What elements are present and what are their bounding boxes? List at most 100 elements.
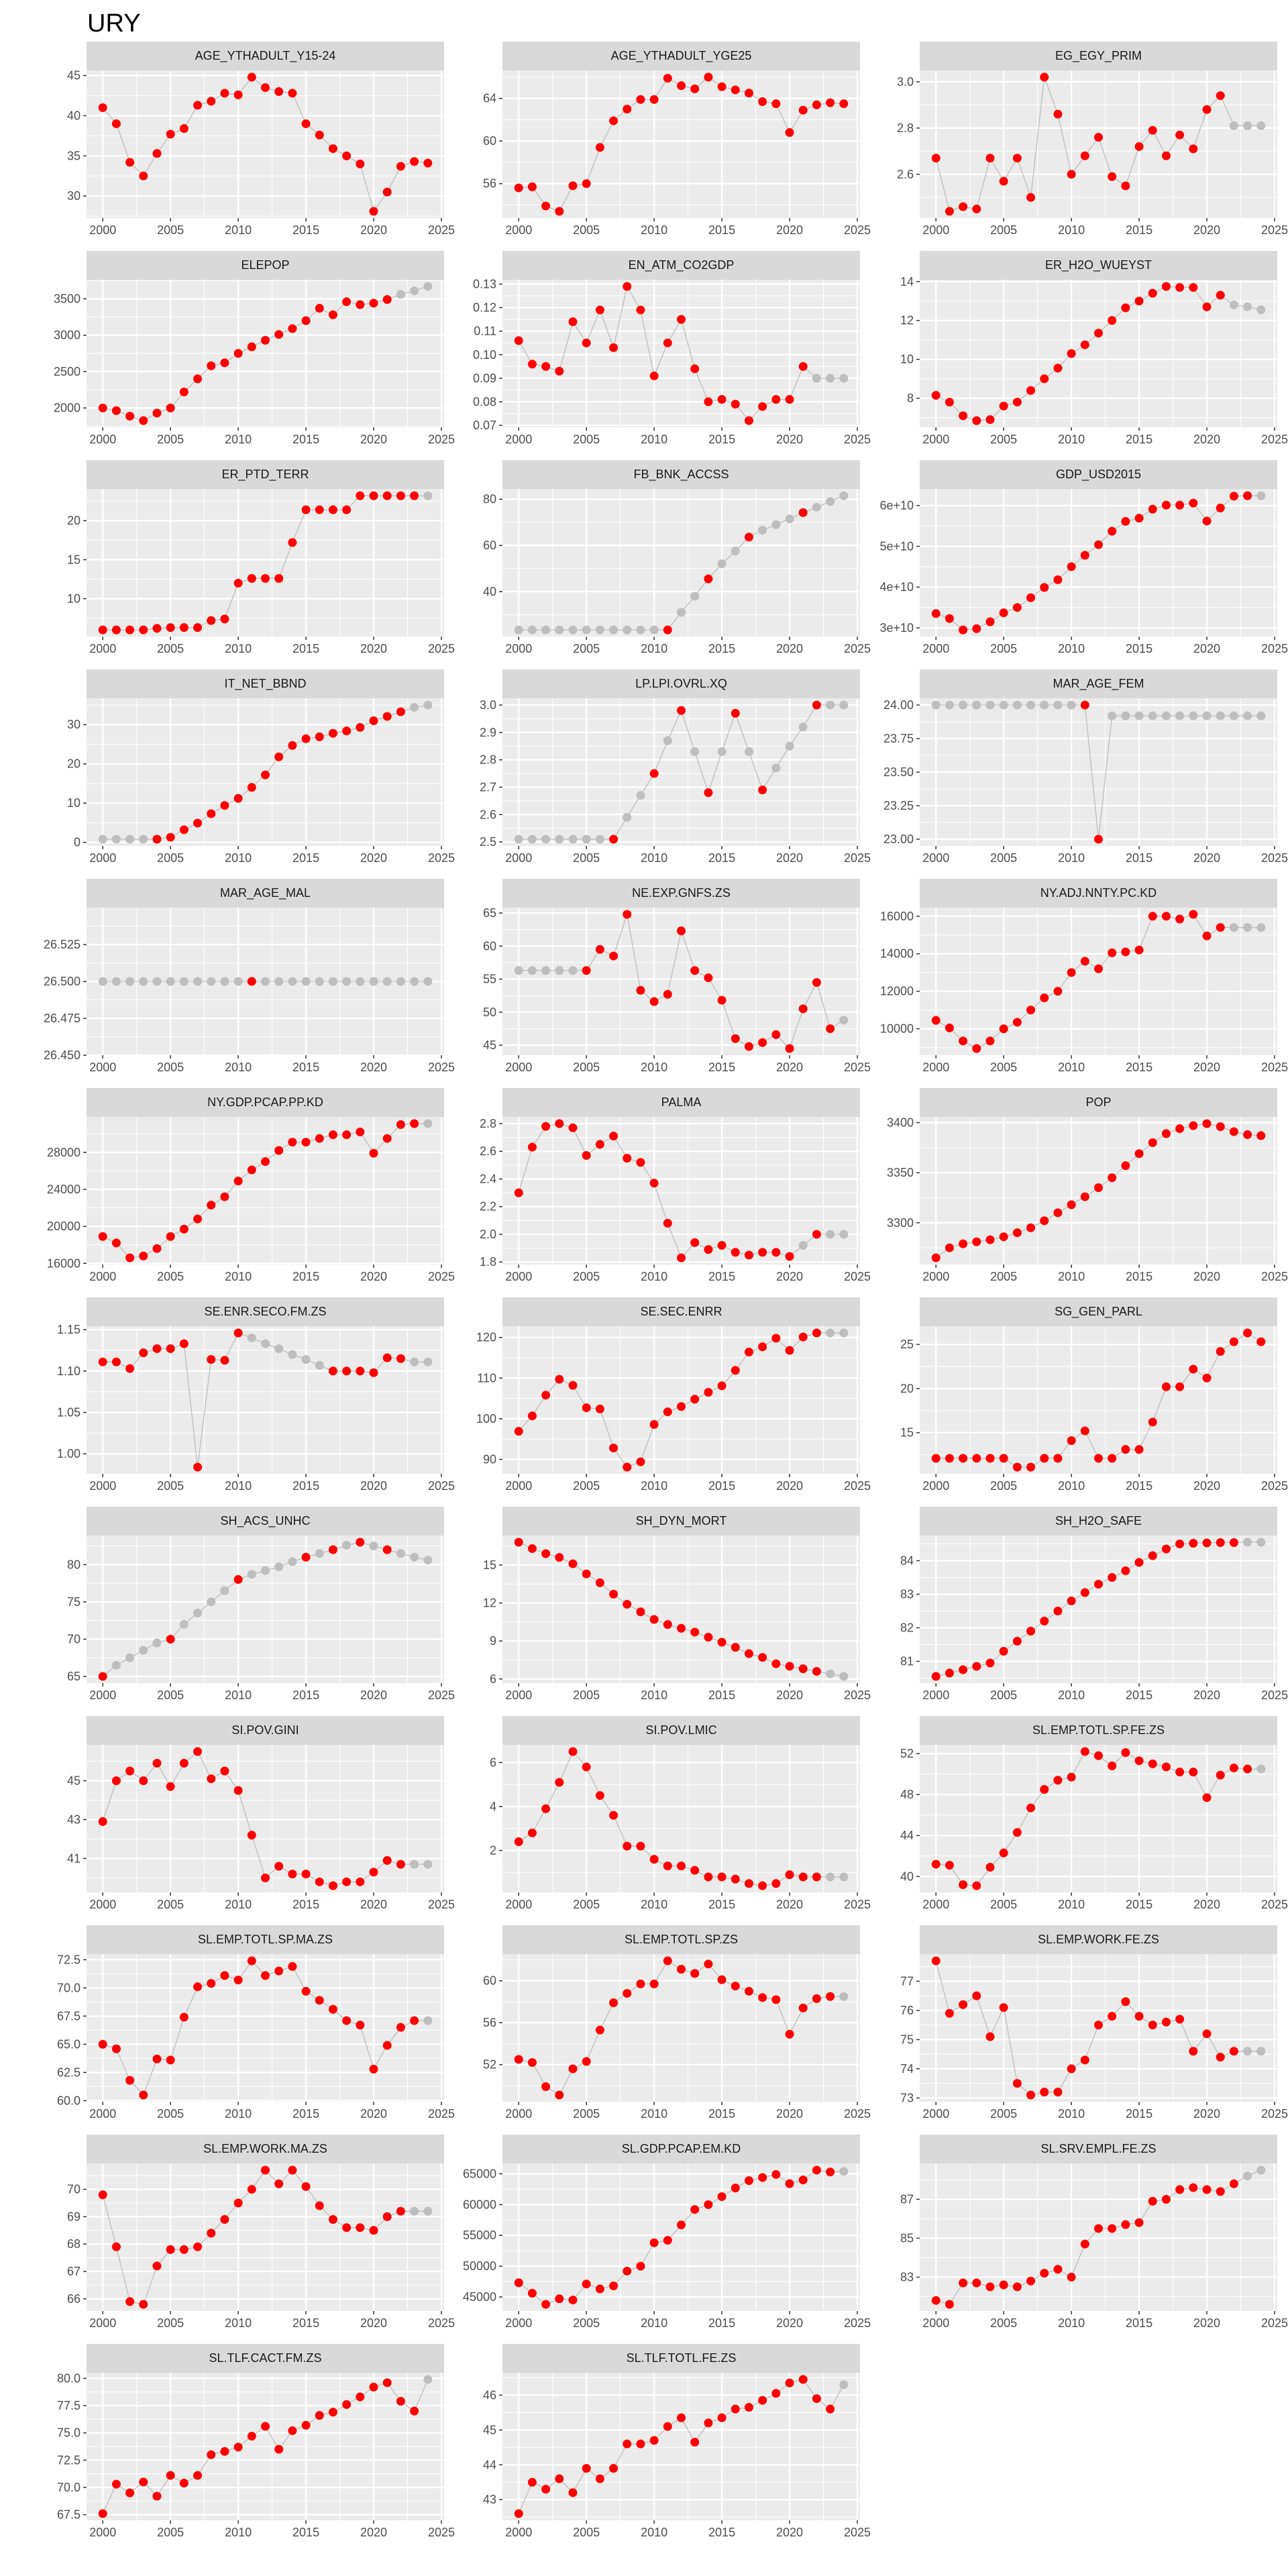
x-tick-label: 2015 (292, 1061, 319, 1074)
y-tick-label: 60 (483, 1974, 496, 1988)
data-point-observed (247, 1831, 256, 1840)
panel-background (920, 489, 1277, 637)
data-point-observed (179, 124, 189, 133)
plot-area: 40 60 80 2000 2005 2010 2015 2020 2025 (483, 489, 871, 655)
data-point-observed (1094, 835, 1103, 844)
plot-area: 45 50 55 60 65 2000 2005 2010 2015 2020 2025 (483, 906, 871, 1074)
data-point-observed (704, 574, 713, 584)
data-point-imputed (555, 966, 564, 975)
data-point-observed (663, 1407, 672, 1417)
data-point-observed (826, 1024, 835, 1033)
data-point-observed (328, 1130, 337, 1140)
data-point-observed (541, 362, 551, 371)
y-tick-label: 2.6 (897, 168, 914, 181)
data-point-observed (125, 1766, 135, 1776)
data-point-observed (959, 411, 968, 421)
data-point-imputed (423, 2206, 433, 2216)
data-point-observed (1161, 151, 1171, 160)
data-point-observed (972, 1454, 981, 1463)
y-tick-label: 5e+10 (879, 539, 914, 553)
data-point-observed (623, 2266, 632, 2275)
data-point-imputed (1256, 1764, 1266, 1774)
data-point-observed (1189, 144, 1198, 154)
x-tick-label: 2000 (505, 1270, 532, 1283)
data-point-imputed (999, 700, 1008, 710)
data-point-observed (514, 183, 523, 193)
data-point-observed (1040, 1617, 1049, 1625)
y-tick-label: 10000 (880, 1022, 914, 1036)
data-point-observed (744, 1879, 753, 1888)
data-point-imputed (98, 977, 107, 986)
data-point-observed (111, 119, 121, 128)
y-tick-label: 64 (483, 92, 496, 105)
data-point-imputed (423, 1119, 433, 1128)
data-point-observed (1121, 947, 1130, 957)
data-point-imputed (139, 977, 148, 986)
data-point-imputed (649, 625, 659, 635)
data-point-observed (1148, 1417, 1157, 1427)
data-point-observed (527, 2477, 537, 2487)
data-point-observed (1134, 945, 1144, 955)
plot-area: 52 56 60 2000 2005 2010 2015 2020 2025 (483, 1954, 871, 2121)
y-tick-label: 83 (900, 1588, 914, 1601)
y-tick-label: 23.50 (883, 765, 914, 779)
data-point-observed (690, 2205, 700, 2214)
data-point-observed (1134, 1445, 1144, 1454)
y-tick-label: 46 (483, 2388, 496, 2402)
facet-strip-label: EN_ATM_CO2GDP (502, 251, 860, 280)
data-point-observed (758, 1342, 767, 1352)
data-point-observed (166, 403, 175, 413)
y-tick-label: 65 (483, 906, 496, 920)
y-tick-label: 15 (900, 1426, 914, 1440)
data-point-observed (649, 997, 659, 1006)
data-point-observed (744, 1986, 753, 1996)
data-point-observed (233, 2443, 243, 2452)
x-tick-label: 2005 (573, 2526, 600, 2539)
x-tick-label: 2000 (505, 1479, 532, 1493)
data-point-observed (785, 2378, 794, 2387)
data-point-observed (663, 625, 672, 635)
x-tick-label: 2015 (708, 223, 735, 237)
data-point-observed (382, 2378, 392, 2387)
x-tick-label: 2020 (360, 1061, 387, 1074)
data-point-observed (595, 2284, 604, 2294)
data-point-observed (609, 1444, 619, 1453)
data-point-observed (623, 1841, 632, 1851)
data-point-imputed (839, 2380, 849, 2390)
data-point-observed (1080, 1588, 1089, 1597)
data-point-observed (1189, 2047, 1198, 2056)
x-tick-label: 2005 (573, 223, 600, 237)
data-point-imputed (582, 625, 591, 635)
facet-panel: EN_ATM_CO2GDP 0.07 0.08 0.09 0.10 0.11 0.12 0.1… (473, 251, 871, 452)
x-tick-label: 2025 (1261, 223, 1288, 237)
data-point-imputed (207, 977, 216, 986)
y-tick-label: 67.5 (57, 2009, 80, 2023)
data-point-imputed (193, 1609, 203, 1618)
panel-background (502, 1117, 860, 1265)
data-point-observed (582, 1762, 591, 1772)
plot-area: 1.00 1.05 1.10 1.15 2000 2005 2010 2015 2020 2025 (57, 1323, 455, 1493)
x-tick-label: 2020 (360, 851, 387, 865)
data-point-observed (247, 574, 256, 583)
data-point-observed (717, 1975, 727, 1984)
plot-area: 2.6 2.8 3.0 2000 2005 2010 2015 2020 2025 (897, 70, 1288, 237)
data-point-observed (785, 1252, 794, 1261)
data-point-observed (207, 809, 216, 818)
x-tick-label: 2020 (1193, 1061, 1220, 1074)
data-point-imputed (356, 977, 365, 986)
facet-strip-label: EG_EGY_PRIM (920, 42, 1277, 70)
data-point-observed (274, 2179, 284, 2188)
data-point-observed (985, 1235, 995, 1244)
data-point-observed (1229, 1127, 1238, 1136)
plot-area: 67.5 70.0 72.5 75.0 77.5 80.0 2000 2005 2010 2015… (57, 2371, 455, 2539)
data-point-observed (1216, 290, 1225, 300)
panel-background (920, 1745, 1277, 1892)
data-point-observed (288, 324, 297, 333)
data-point-observed (704, 1245, 713, 1254)
data-point-imputed (328, 977, 337, 986)
y-tick-label: 55 (483, 973, 496, 986)
x-tick-label: 2010 (641, 1061, 667, 1074)
y-tick-label: 1.00 (57, 1447, 80, 1460)
data-point-observed (985, 617, 995, 627)
x-tick-label: 2010 (225, 851, 252, 865)
